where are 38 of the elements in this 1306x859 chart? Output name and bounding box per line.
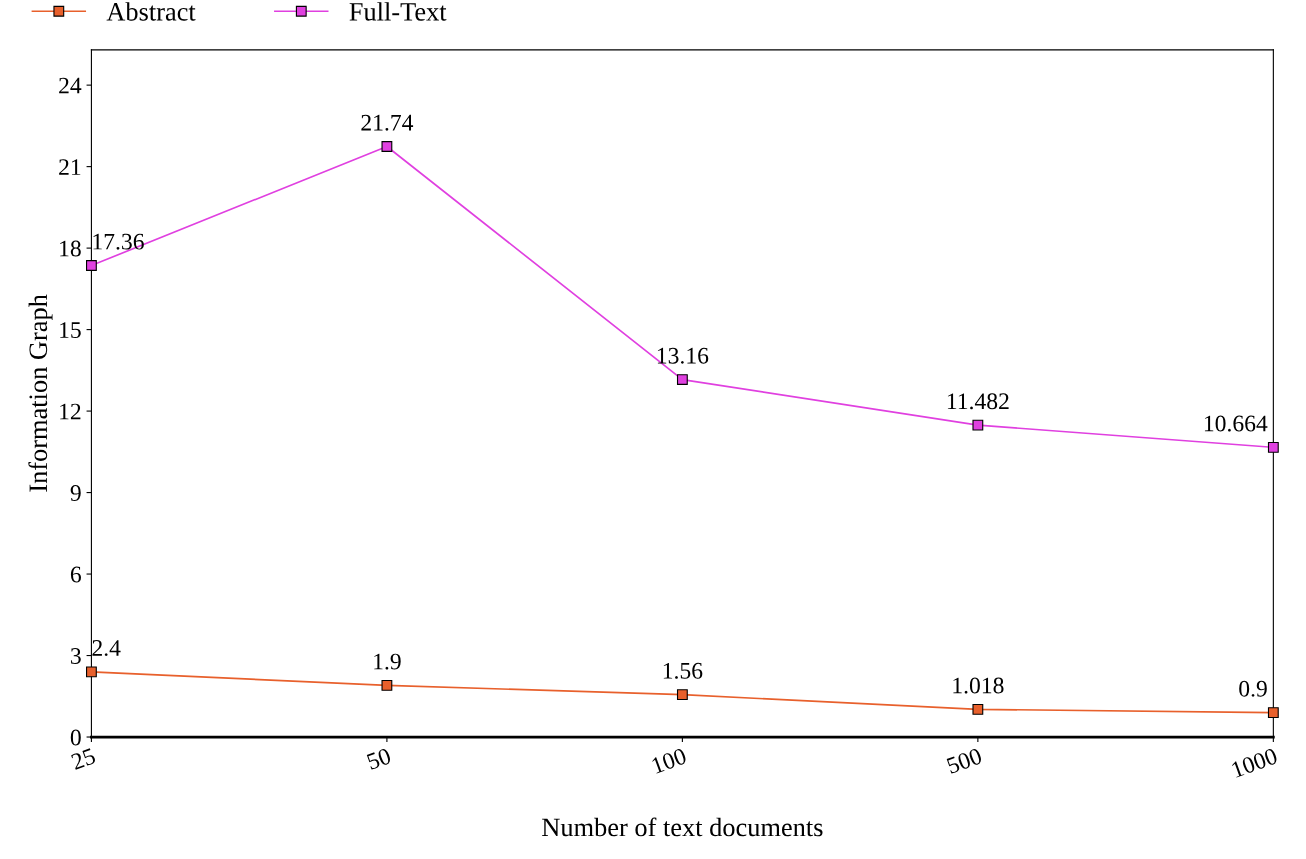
point [972, 703, 984, 715]
y-axis-title: Information Graph [28, 294, 53, 492]
data-label: 10.664 [1204, 415, 1268, 432]
y-tick-label: 21 [59, 159, 81, 175]
data-label: 1.018 [953, 677, 1004, 694]
data-label: 21.74 [361, 114, 414, 131]
x-tick-label: 25 [70, 747, 97, 771]
x-tick-label: 100 [651, 747, 688, 774]
point [1267, 707, 1279, 718]
point [676, 374, 688, 385]
x-tick-label: 500 [946, 747, 983, 774]
y-tick-label: 6 [70, 566, 81, 583]
data-label: 0.9 [1239, 680, 1267, 697]
y-tick-label: 9 [70, 485, 81, 501]
data-label: 1.9 [374, 653, 401, 670]
data-label: 17.36 [93, 233, 144, 250]
point [381, 141, 393, 152]
data-label: 2.4 [92, 640, 121, 657]
y-tick-label: 24 [59, 77, 82, 94]
y-tick-label: 15 [60, 322, 81, 339]
y-tick-label: 0 [70, 729, 81, 746]
x-tick-label: 1000 [1231, 747, 1279, 778]
y-tick-label: 3 [71, 648, 81, 664]
y-tick-label: 18 [60, 240, 81, 257]
data-label: 11.482 [947, 393, 1009, 410]
y-tick-label: 12 [60, 403, 81, 420]
legend-label: Full-Text [349, 2, 447, 21]
point [1267, 441, 1279, 453]
x-tick-label: 50 [366, 747, 392, 770]
data-label: 13.16 [657, 347, 709, 364]
legend-label: Abstract [106, 2, 196, 21]
data-label: 1.56 [663, 662, 703, 679]
point [86, 260, 97, 271]
x-axis-title: Number of text documents [542, 817, 823, 837]
point [381, 679, 393, 691]
point [86, 666, 97, 678]
point [676, 689, 688, 701]
point [972, 419, 984, 431]
